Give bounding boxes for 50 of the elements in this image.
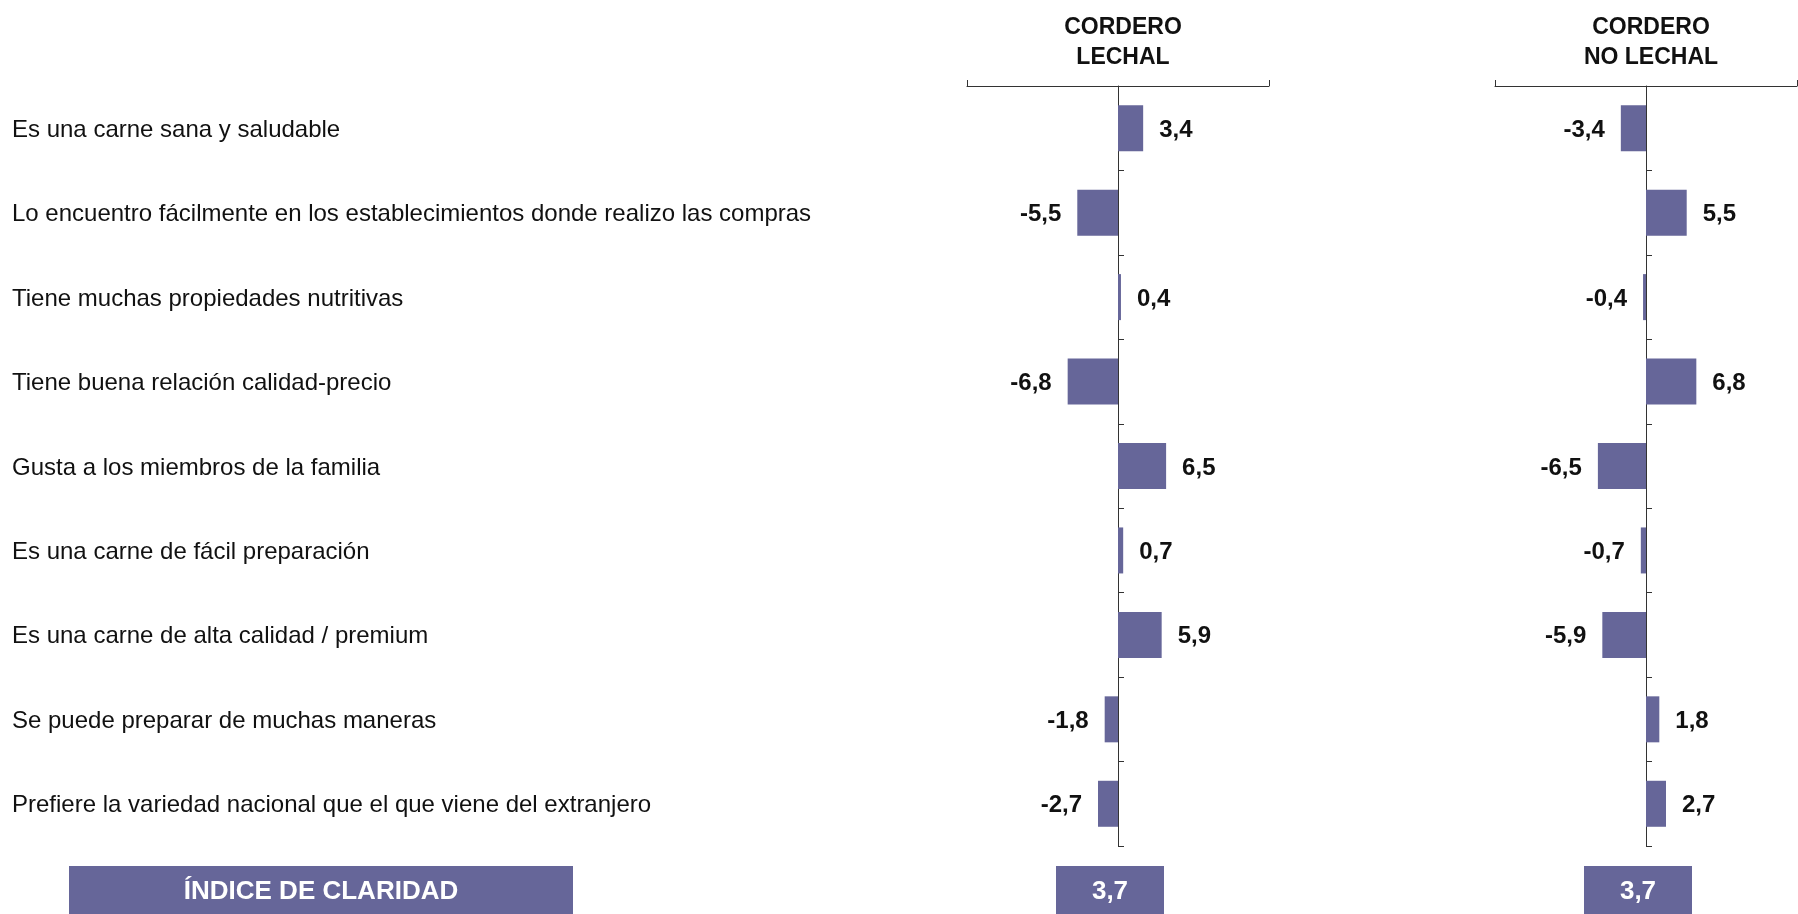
- bar: [1597, 443, 1646, 489]
- y-tick-label: Es una carne sana y saludable: [12, 114, 341, 142]
- bar: [1640, 527, 1646, 574]
- bar: [1646, 696, 1660, 743]
- bar: [1077, 189, 1118, 236]
- bar: [1118, 611, 1162, 658]
- bar: [1646, 780, 1666, 827]
- text: 3,7: [1091, 875, 1129, 905]
- bar: [1118, 274, 1121, 321]
- chart-title: CORDERO LECHAL: [1064, 13, 1182, 69]
- bar: [1643, 274, 1646, 321]
- data-label: -2,7: [1040, 790, 1083, 818]
- bar: [1098, 780, 1118, 827]
- bar: [1067, 358, 1118, 405]
- data-label: -1,8: [1047, 705, 1089, 733]
- y-tick-label: Tiene muchas propiedades nutritivas: [12, 283, 404, 311]
- y-tick-label: Es una carne de alta calidad / premium: [12, 621, 429, 649]
- data-label: -5,9: [1544, 621, 1587, 649]
- bar: [1118, 527, 1124, 574]
- bar: [1602, 611, 1646, 658]
- data-label: -0,7: [1583, 536, 1625, 564]
- data-label: -6,8: [1010, 368, 1052, 396]
- data-label: -3,4: [1563, 114, 1606, 142]
- bar: [1646, 189, 1687, 236]
- data-label: 6,5: [1182, 452, 1216, 480]
- data-label: -5,5: [1019, 199, 1062, 227]
- bar: [1646, 358, 1697, 405]
- data-label: 0,4: [1136, 283, 1171, 311]
- y-tick-label: Es una carne de fácil preparación: [12, 536, 370, 564]
- y-tick-label: Prefiere la variedad nacional que el que viene del extranjero: [12, 790, 652, 818]
- chart-title: CORDERO NO LECHAL: [1583, 13, 1719, 69]
- data-label: 1,8: [1675, 705, 1709, 733]
- data-label: 6,8: [1712, 368, 1746, 396]
- y-tick-label: Tiene buena relación calidad-precio: [12, 368, 392, 396]
- bar: [1118, 443, 1167, 489]
- data-label: -6,5: [1540, 452, 1582, 480]
- y-tick-label: Gusta a los miembros de la familia: [12, 452, 381, 480]
- bar: [1118, 105, 1144, 152]
- y-tick-label: Se puede preparar de muchas maneras: [12, 705, 437, 733]
- data-label: 0,7: [1139, 536, 1173, 564]
- text: ÍNDICE DE CLARIDAD: [183, 875, 459, 905]
- bar: [1620, 105, 1646, 152]
- data-label: 5,5: [1702, 199, 1737, 227]
- y-tick-label: Lo encuentro fácilmente en los establecimientos donde realizo las compras: [12, 199, 812, 227]
- bar: [1104, 696, 1118, 743]
- text: 3,7: [1619, 875, 1657, 905]
- data-label: 2,7: [1681, 790, 1716, 818]
- data-label: 5,9: [1177, 621, 1212, 649]
- data-label: -0,4: [1585, 283, 1628, 311]
- data-label: 3,4: [1159, 114, 1194, 142]
